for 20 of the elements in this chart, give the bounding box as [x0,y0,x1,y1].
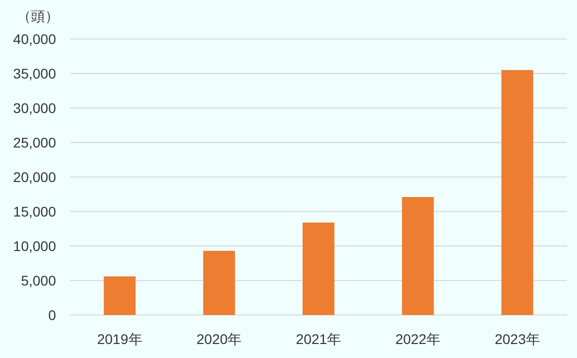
x-tick-label: 2021年 [296,331,342,347]
y-tick-label: 5,000 [20,272,56,288]
y-tick-label: 40,000 [13,31,56,47]
y-tick-label: 30,000 [13,100,56,116]
y-tick-label: 10,000 [13,238,56,254]
y-tick-label: 20,000 [13,169,56,185]
x-tick-label: 2022年 [395,331,440,347]
bar [501,70,534,315]
y-tick-label: 35,000 [13,66,56,82]
x-tick-label: 2019年 [97,331,142,347]
x-tick-label: 2023年 [494,331,540,347]
bar [104,276,136,315]
x-tick-label: 2020年 [196,331,242,347]
y-tick-label: 15,000 [13,204,56,220]
bar [302,222,334,315]
y-tick-label: 25,000 [13,134,56,150]
y-axis-title: （頭） [17,8,59,24]
bar [203,250,236,315]
bar [402,197,434,315]
y-tick-label: 0 [48,307,56,323]
